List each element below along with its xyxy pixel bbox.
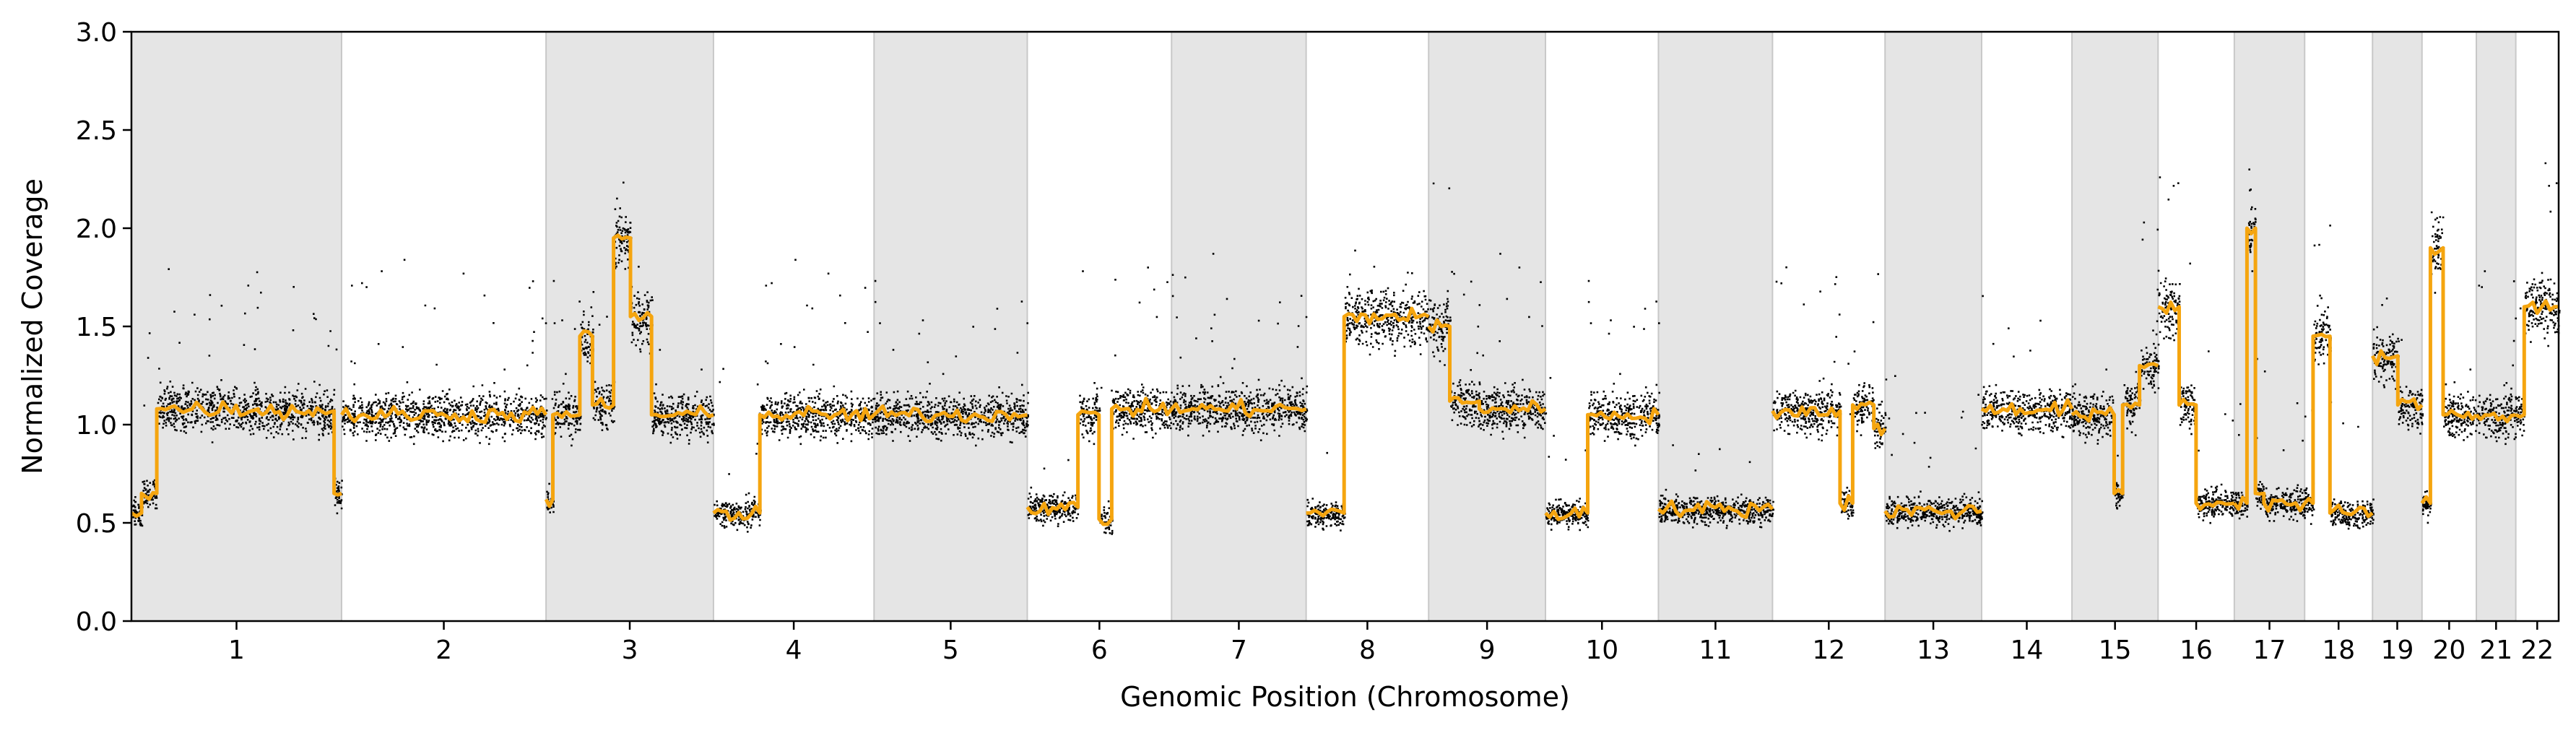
x-tick-label-chr8: 8 [1359,636,1376,665]
chromosome-band-21 [2476,31,2517,622]
segment-line-chr12 [1771,400,1887,512]
x-tick-label-chr5: 5 [942,636,959,665]
x-tick-label-chr13: 13 [1917,636,1950,665]
chromosome-bands [131,31,2517,622]
segment-line-chr21 [2475,411,2517,424]
segment-line-chr6 [1025,396,1174,526]
segment-line-chr18 [2303,332,2374,519]
x-tick-label-chr11: 11 [1699,636,1732,665]
segment-line-chr13 [1883,503,1982,521]
x-tick-label-chr9: 9 [1479,636,1496,665]
segment-line-chr15 [2070,362,2159,495]
x-tick-label-chr3: 3 [622,636,638,665]
x-tick-label-chr16: 16 [2180,636,2213,665]
y-axis-title: Normalized Coverage [17,178,48,474]
x-tick-label-chr14: 14 [2011,636,2044,665]
segment-line-chr8 [1306,306,1430,518]
segment-line-chr9 [1427,318,1547,415]
chromosome-band-5 [873,31,1028,622]
segment-line-chr16 [2157,300,2235,511]
y-tick-label: 2.0 [76,214,117,244]
segment-line-chr5 [872,404,1028,424]
y-axis: 0.0 0.5 1.0 1.5 2.0 2.5 3.0 [76,18,131,637]
x-tick-label-chr12: 12 [1812,636,1845,665]
segment-line-chr22 [2515,299,2559,419]
chromosome-band-15 [2071,31,2159,622]
x-axis-title: Genomic Position (Chromosome) [1120,681,1570,713]
x-tick-label-chr10: 10 [1585,636,1618,665]
chromosome-band-19 [2372,31,2423,622]
segment-line-chr14 [1980,398,2074,417]
segment-line-chr3 [544,233,714,508]
x-tick-label-chr2: 2 [435,636,452,665]
x-tick-label-chr15: 15 [2099,636,2132,665]
x-tick-label-chr21: 21 [2479,636,2512,665]
x-tick-label-chr7: 7 [1231,636,1247,665]
segment-line-chr4 [712,404,875,522]
segment-line-chr2 [339,404,548,425]
segment-line-chr7 [1170,397,1307,419]
x-tick-label-chr19: 19 [2381,636,2414,665]
x-tick-label-chr18: 18 [2322,636,2355,665]
y-tick-label: 1.0 [76,411,117,441]
chromosome-band-13 [1884,31,1982,622]
y-tick-label: 0.5 [76,509,117,539]
segment-line-chr19 [2370,349,2424,412]
y-tick-label: 2.5 [76,116,117,146]
x-tick-label-chr1: 1 [228,636,245,665]
segment-line-chr10 [1544,407,1660,521]
chromosome-band-7 [1171,31,1307,622]
segment-line-chr20 [2420,246,2478,506]
x-tick-label-chr17: 17 [2253,636,2286,665]
segment-line-chr1 [130,400,342,519]
chromosome-band-3 [545,31,714,622]
chromosome-band-11 [1657,31,1774,622]
y-tick-label: 3.0 [76,18,117,48]
x-tick-label-chr22: 22 [2520,636,2554,665]
chromosome-band-1 [131,31,342,622]
x-tick-label-chr20: 20 [2432,636,2466,665]
x-axis: 1 2 3 4 5 6 7 8 9 10 11 12 13 14 15 16 17 18 19 20 21 22 [228,621,2554,665]
segment-line-chr17 [2232,226,2307,513]
segment-line-chr11 [1657,499,1774,519]
y-tick-label: 1.5 [76,313,117,342]
y-tick-label: 0.0 [76,607,117,637]
x-tick-label-chr4: 4 [786,636,802,665]
segment-lines [130,226,2559,526]
chromosome-band-17 [2233,31,2306,622]
x-tick-label-chr6: 6 [1091,636,1108,665]
